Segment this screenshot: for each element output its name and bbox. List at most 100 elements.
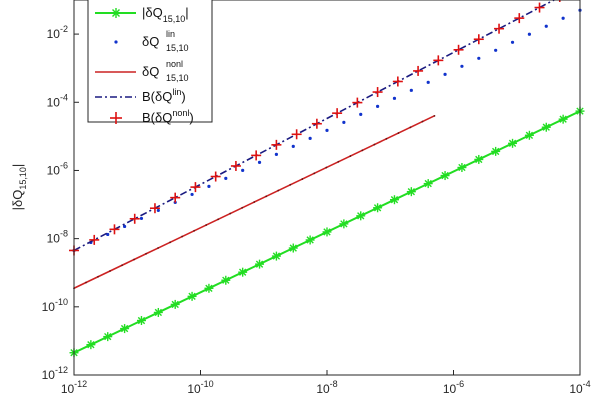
- legend-label-bound-nonl: B(δQnonl): [142, 108, 194, 125]
- series-4-point-12: [311, 118, 322, 129]
- series-4-point-5: [170, 192, 181, 203]
- series-2-point-23: [349, 155, 352, 157]
- y-tick-label-exp-4: -4: [60, 92, 68, 102]
- y-tick-label-1: 10-10: [42, 297, 68, 314]
- y-tick-label-base-1: 10: [42, 300, 56, 314]
- series-0-point-4: [136, 316, 146, 326]
- y-tick-label-exp-1: -10: [55, 297, 68, 307]
- series-4-point-18: [433, 55, 444, 66]
- series-layer: [69, 0, 585, 358]
- series-0: [69, 106, 585, 358]
- series-1-point-18: [376, 104, 380, 108]
- series-2-point-27: [397, 132, 400, 134]
- legend-label-abs-deltaq: |δQ15,10|: [142, 5, 189, 24]
- series-0-point-2: [103, 332, 113, 342]
- series-0-point-26: [508, 138, 518, 148]
- legend-label-deltaq-nonl-sup: nonl: [166, 59, 183, 69]
- series-1-point-17: [359, 112, 363, 116]
- series-1-point-11: [257, 160, 262, 164]
- x-ticks: 10-12 10-10 10-8 10-6 10-4: [61, 370, 591, 396]
- x-tick-label-1: 10-10: [187, 379, 213, 396]
- series-4-point-9: [251, 150, 262, 161]
- y-axis-label-suffix: |: [10, 164, 25, 167]
- series-2-point-12: [217, 218, 220, 221]
- series-3: [73, 0, 556, 252]
- series-4-point-17: [413, 65, 424, 76]
- series-0-point-11: [255, 259, 265, 269]
- y-tick-label-base-5: 10: [47, 27, 61, 41]
- series-1-point-24: [477, 56, 481, 60]
- series-1-point-28: [544, 24, 548, 28]
- series-0-point-20: [406, 187, 416, 197]
- x-tick-label-exp-4: -4: [583, 379, 591, 389]
- svg-text:|δQ15,10|: |δQ15,10|: [10, 164, 28, 211]
- legend-label-abs-deltaq-after: |: [185, 5, 188, 20]
- series-1-point-25: [494, 48, 498, 52]
- series-2-point-26: [385, 137, 388, 140]
- x-tick-label-base-1: 10: [187, 382, 201, 396]
- legend-label-bound-lin: B(δQlin): [142, 87, 186, 104]
- series-0-point-19: [389, 195, 399, 205]
- series-0-point-14: [305, 235, 315, 245]
- y-tick-label-base-0: 10: [42, 368, 56, 382]
- series-4-point-19: [453, 44, 464, 55]
- series-0-point-23: [457, 162, 467, 172]
- series-1-point-22: [443, 72, 447, 76]
- legend-entry-abs-deltaq: |δQ15,10|: [95, 5, 189, 24]
- series-0-point-10: [238, 267, 248, 277]
- series-0-point-9: [221, 275, 231, 285]
- series-0-point-27: [524, 130, 534, 140]
- series-0-point-15: [322, 227, 332, 237]
- series-0-point-24: [474, 154, 484, 164]
- y-tick-label-exp-5: -2: [60, 24, 68, 34]
- series-2-point-7: [157, 247, 160, 249]
- legend-label-deltaq-nonl: δQ nonl 15,10: [142, 59, 189, 83]
- series-0-point-17: [356, 211, 366, 221]
- y-tick-label-exp-0: -12: [55, 365, 68, 375]
- legend-box: [87, 0, 213, 123]
- series-4-point-4: [149, 203, 160, 214]
- series-0-point-6: [170, 299, 180, 309]
- legend-label-deltaq-lin-main: δQ: [142, 34, 159, 49]
- series-1-point-8: [207, 184, 211, 189]
- series-2-point-15: [253, 201, 256, 203]
- legend-label-bound-nonl-after: ): [189, 110, 193, 125]
- series-0-point-29: [558, 114, 568, 124]
- legend-label-bound-nonl-main: B(δQ: [142, 110, 172, 125]
- series-2: [73, 114, 436, 290]
- series-4-point-16: [392, 76, 403, 87]
- y-tick-label-2: 10-8: [47, 229, 68, 246]
- series-2-point-14: [241, 206, 244, 209]
- series-2-point-11: [205, 224, 208, 226]
- series-1-point-10: [241, 168, 245, 172]
- series-1-point-4: [139, 216, 144, 221]
- x-tick-label-3: 10-6: [443, 379, 464, 396]
- series-2-point-3: [109, 270, 111, 272]
- y-tick-label-0: 10-12: [42, 365, 68, 382]
- legend-swatch-bound-nonl: [110, 112, 122, 124]
- series-2-point-9: [181, 235, 184, 238]
- series-1-point-29: [561, 16, 565, 20]
- series-2-point-21: [325, 166, 328, 169]
- series-4-point-10: [271, 139, 282, 150]
- y-axis-label: |δQ15,10|: [10, 164, 28, 211]
- x-tick-label-exp-2: -8: [330, 379, 338, 389]
- legend-label-deltaq-lin-sub: 15,10: [166, 43, 189, 53]
- x-tick-label-exp-3: -6: [456, 379, 464, 389]
- series-4-point-22: [514, 13, 525, 24]
- series-2-point-22: [337, 160, 340, 163]
- legend-label-deltaq-lin-sup: lin: [166, 29, 175, 39]
- legend-label-deltaq-nonl-sub: 15,10: [166, 73, 189, 83]
- series-0-point-8: [204, 283, 214, 293]
- y-tick-label-base-2: 10: [47, 232, 61, 246]
- series-0-point-1: [86, 340, 96, 350]
- series-4-point-1: [89, 234, 100, 245]
- series-4-point-7: [210, 171, 221, 182]
- series-1-point-5: [156, 208, 160, 213]
- series-2-point-17: [277, 189, 280, 192]
- x-tick-label-exp-1: -10: [201, 379, 214, 389]
- series-1-point-14: [308, 136, 312, 140]
- y-tick-label-base-3: 10: [47, 163, 61, 177]
- series-2-point-5: [133, 258, 135, 261]
